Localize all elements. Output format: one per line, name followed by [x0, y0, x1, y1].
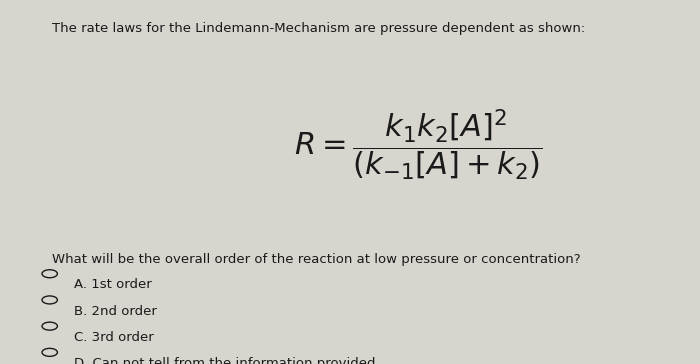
- Text: A. 1st order: A. 1st order: [74, 278, 151, 292]
- Text: D. Can not tell from the information provided.: D. Can not tell from the information pro…: [74, 357, 379, 364]
- Text: The rate laws for the Lindemann-Mechanism are pressure dependent as shown:: The rate laws for the Lindemann-Mechanis…: [52, 22, 586, 35]
- Text: B. 2nd order: B. 2nd order: [74, 305, 156, 318]
- Text: What will be the overall order of the reaction at low pressure or concentration?: What will be the overall order of the re…: [52, 253, 581, 266]
- Text: C. 3rd order: C. 3rd order: [74, 331, 153, 344]
- Text: $R = \dfrac{k_1 k_2 [A]^2}{(k_{-1}[A] + k_2)}$: $R = \dfrac{k_1 k_2 [A]^2}{(k_{-1}[A] + …: [294, 108, 542, 183]
